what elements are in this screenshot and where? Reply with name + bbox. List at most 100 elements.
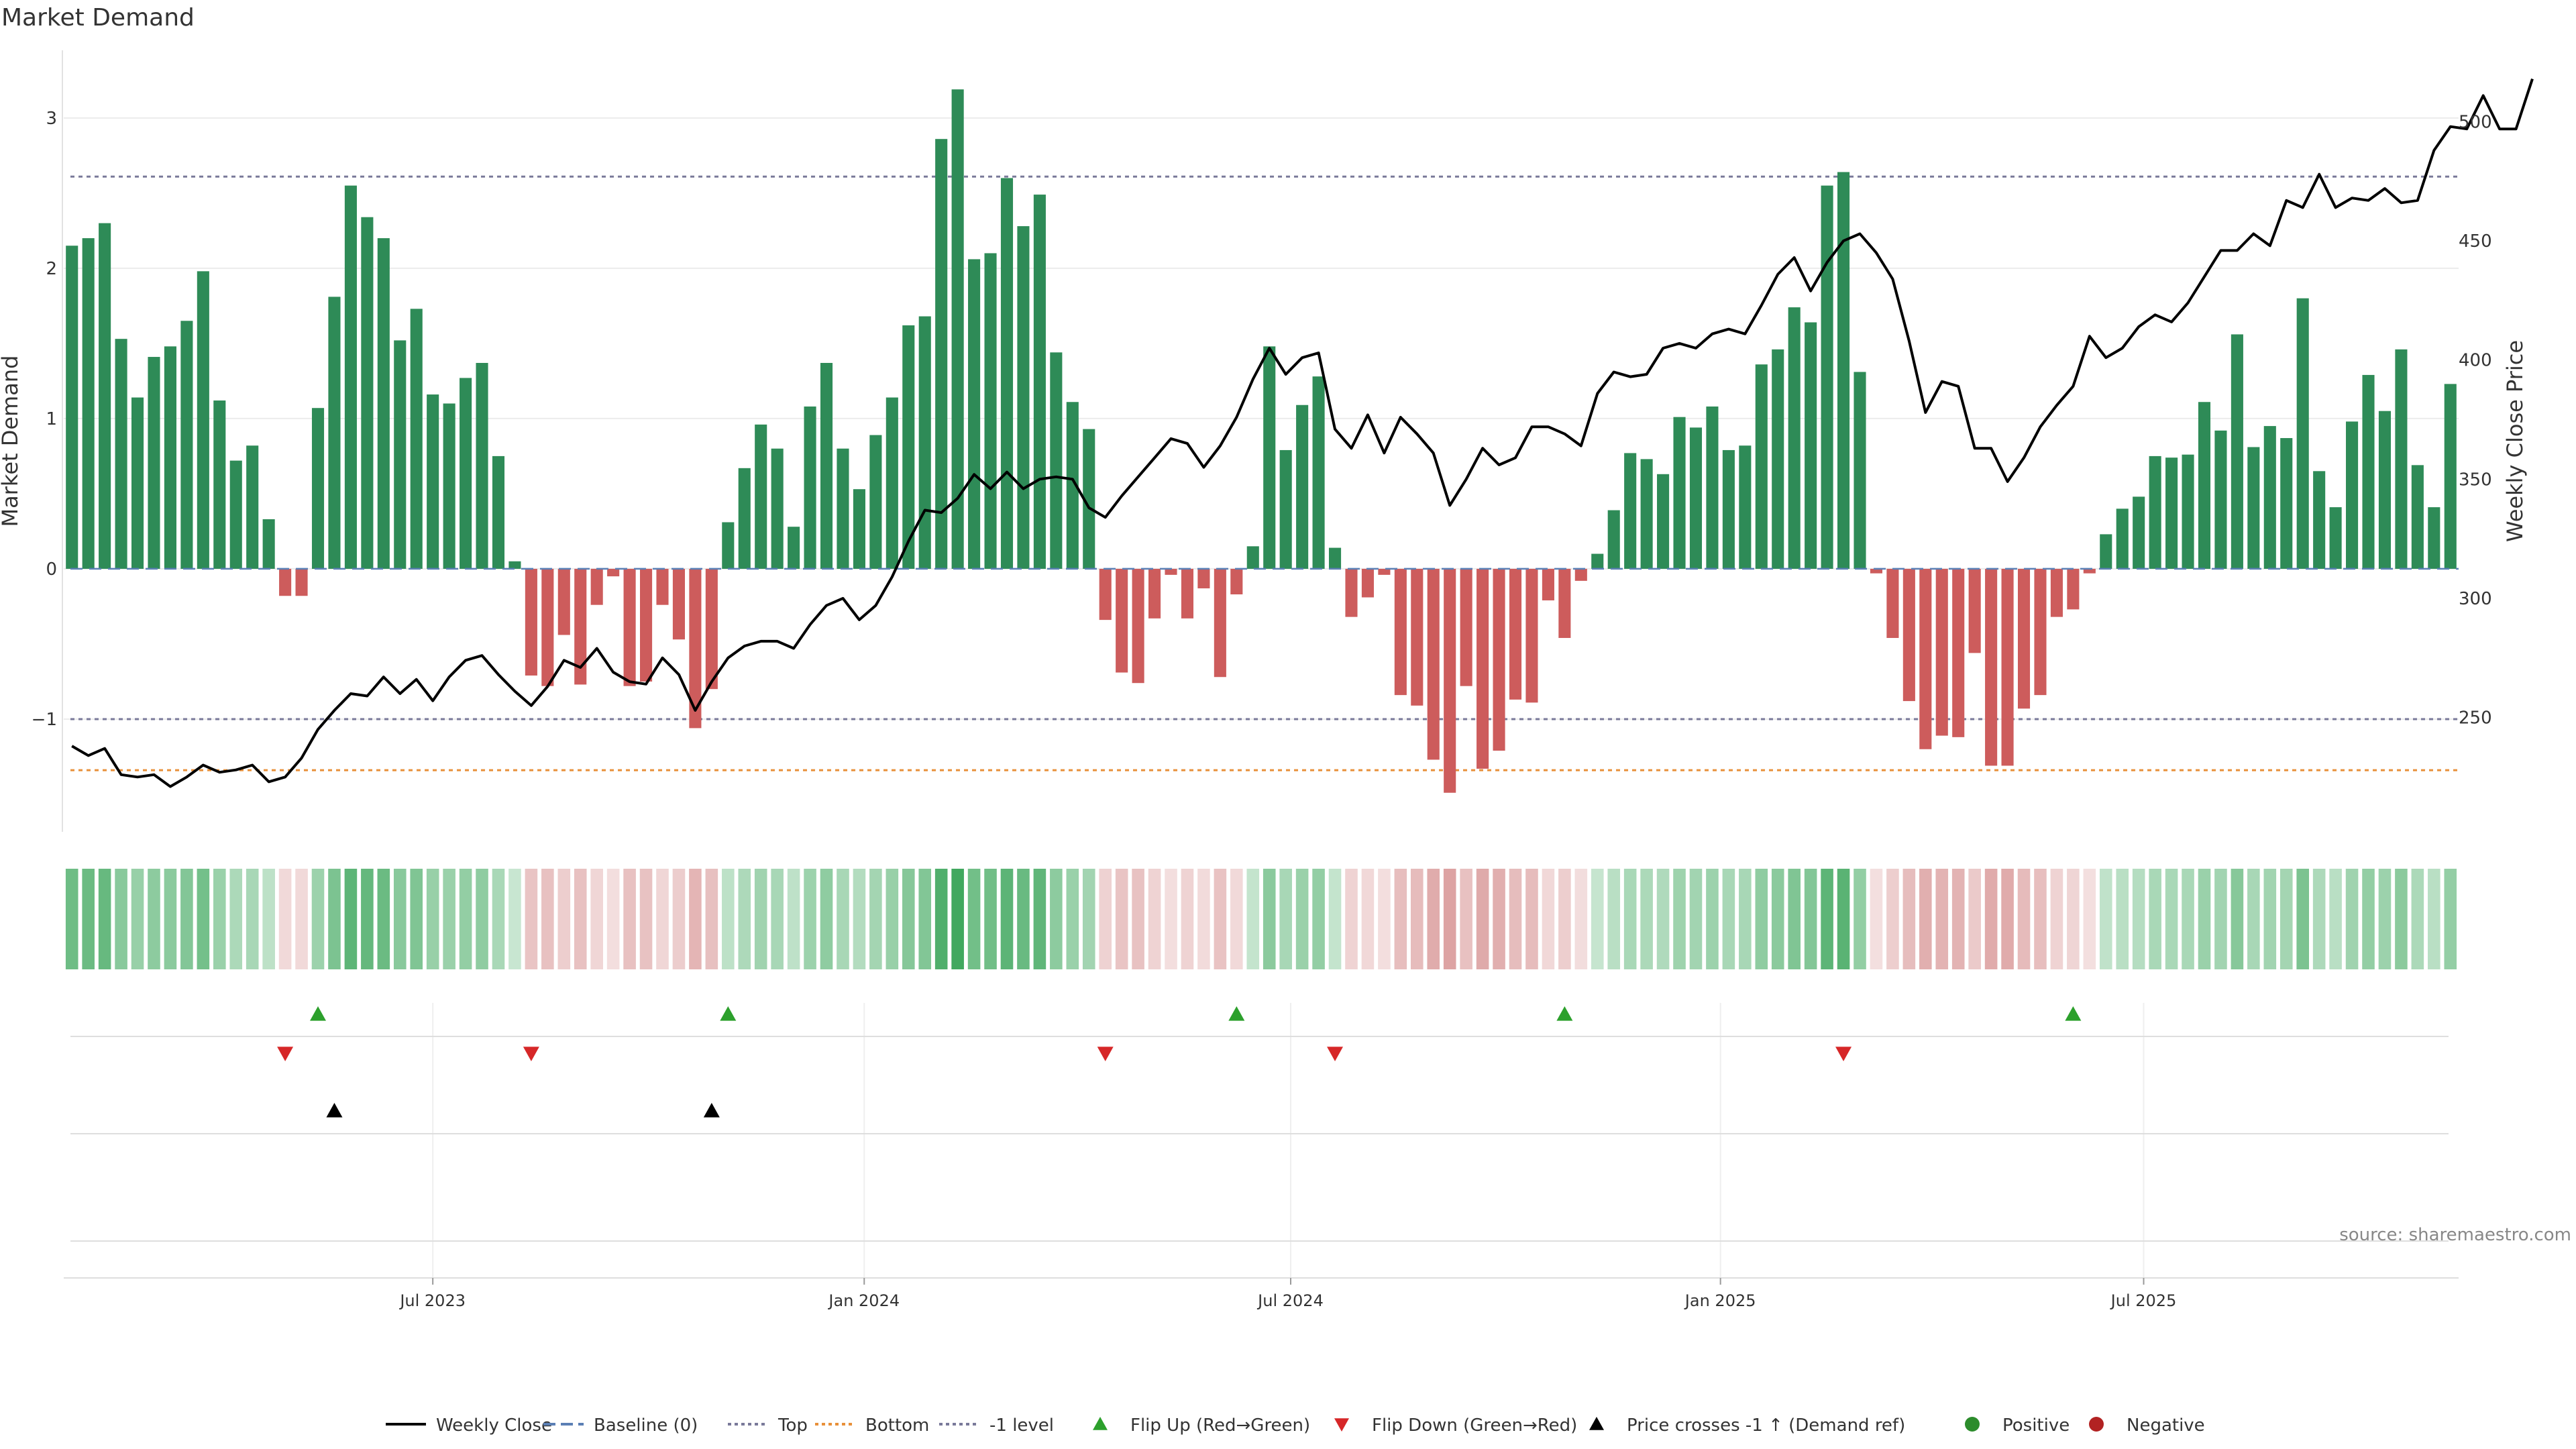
heat-cell <box>2279 869 2293 969</box>
heat-cell <box>1821 869 1833 969</box>
demand-bar <box>2149 455 2161 569</box>
heat-cell <box>2411 869 2424 969</box>
demand-bar <box>1772 349 1784 569</box>
demand-bar <box>771 448 784 569</box>
heat-cell <box>1493 869 1505 969</box>
demand-bar <box>1607 510 1620 569</box>
weekly-close-line <box>71 78 2534 788</box>
demand-bar <box>1902 568 1915 702</box>
heat-cell <box>1181 869 1194 969</box>
demand-bar <box>1657 474 1670 569</box>
demand-bar <box>951 89 964 569</box>
legend-item: -1 level <box>939 1415 1054 1436</box>
y2-tick-label: 250 <box>2459 708 2492 729</box>
y2-axis-label: Weekly Close Price <box>2502 340 2528 542</box>
demand-bar <box>262 519 275 569</box>
demand-bar <box>1673 417 1686 569</box>
heat-cell <box>2329 869 2342 969</box>
heat-cell <box>2198 869 2211 969</box>
legend-label: Top <box>777 1415 808 1436</box>
demand-bar <box>1460 568 1472 686</box>
legend-label: -1 level <box>989 1415 1054 1436</box>
legend-item: Bottom <box>815 1415 929 1436</box>
demand-bar <box>1394 568 1407 696</box>
demand-bar <box>2198 402 2211 569</box>
heat-cell <box>1788 869 1801 969</box>
demand-bar <box>2231 334 2243 569</box>
demand-bar <box>1886 568 1899 638</box>
heat-cell <box>1460 869 1472 969</box>
demand-bar <box>541 568 554 686</box>
y2-tick-label: 400 <box>2459 351 2492 371</box>
heat-cell <box>1837 869 1850 969</box>
heat-cell <box>262 869 275 969</box>
demand-bar <box>2395 349 2408 569</box>
heat-cell <box>2231 869 2244 969</box>
demand-bar <box>1361 568 1374 598</box>
demand-bar <box>1411 568 1424 706</box>
heat-cell <box>98 869 111 969</box>
heat-cell <box>2067 869 2080 969</box>
demand-bar <box>2182 454 2194 569</box>
legend-swatch <box>1589 1417 1604 1430</box>
y2-tick-label: 300 <box>2459 589 2492 609</box>
demand-bar <box>1263 346 1276 569</box>
legend-swatch <box>1334 1418 1349 1432</box>
demand-bar <box>1214 568 1226 678</box>
demand-bar <box>460 378 472 569</box>
demand-bar <box>82 238 95 569</box>
price-cross-marker <box>326 1103 343 1118</box>
heat-cell <box>1214 869 1227 969</box>
heat-cell <box>278 869 292 969</box>
demand-bar <box>1689 427 1703 569</box>
demand-bar <box>2296 298 2309 569</box>
legend: Weekly Close Baseline (0) Top Bottom -1 leve… <box>386 1415 2205 1436</box>
heat-cell <box>1951 869 1965 969</box>
heat-cell <box>1771 869 1784 969</box>
demand-bar <box>885 397 898 569</box>
demand-bar <box>410 309 423 569</box>
y-tick-label: 0 <box>46 559 57 580</box>
demand-bar <box>295 568 308 596</box>
heat-cell <box>722 869 735 969</box>
legend-label: Baseline (0) <box>594 1415 698 1436</box>
demand-bar <box>2346 421 2359 569</box>
demand-bar <box>476 363 488 569</box>
flip-up-marker <box>2065 1006 2082 1021</box>
demand-bar <box>1624 453 1637 569</box>
demand-bar <box>131 397 144 569</box>
demand-bar <box>1968 568 1981 653</box>
demand-bar <box>1066 402 1079 569</box>
demand-bar <box>2165 458 2178 569</box>
heat-cell <box>1082 869 1095 969</box>
demand-bar <box>213 400 226 569</box>
demand-bar <box>148 357 160 569</box>
demand-bar <box>443 403 455 569</box>
heat-cell <box>2263 869 2277 969</box>
heat-cell <box>148 869 160 969</box>
heat-cell <box>1378 869 1391 969</box>
demand-bar <box>1821 185 1833 569</box>
demand-bar <box>2362 374 2375 569</box>
heat-cell <box>804 869 816 969</box>
demand-bar <box>902 325 915 569</box>
demand-bar <box>1378 568 1391 575</box>
demand-bar <box>738 468 751 569</box>
chart-title: Market Demand <box>1 4 195 32</box>
demand-bar <box>1148 568 1161 619</box>
demand-bar <box>705 568 718 690</box>
heat-cell <box>1394 869 1407 969</box>
heat-cell <box>2034 869 2047 969</box>
demand-bar <box>689 568 702 729</box>
heat-cell <box>2116 869 2129 969</box>
demand-bar <box>361 217 374 569</box>
demand-bar <box>837 448 849 569</box>
demand-bar <box>869 435 882 569</box>
heat-cell <box>787 869 800 969</box>
heat-cell <box>82 869 95 969</box>
heat-cell <box>393 869 407 969</box>
demand-bar <box>640 568 653 682</box>
demand-bar <box>427 394 439 569</box>
x-tick-label: Jan 2025 <box>1684 1291 1756 1310</box>
